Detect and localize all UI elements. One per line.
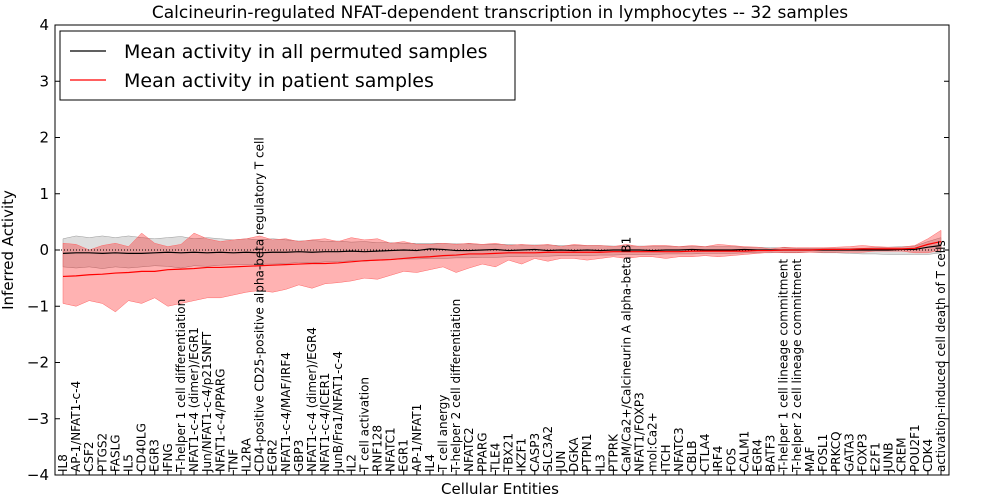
y-tick-label: 1 — [39, 185, 49, 203]
x-tick-label: BATF3 — [764, 435, 778, 472]
x-tick-label: PRKCQ — [829, 431, 843, 472]
x-tick-label: IL2RA — [239, 437, 253, 472]
x-tick-label: CBLB — [685, 440, 699, 472]
y-tick-label: −4 — [27, 466, 49, 484]
x-tick-label: T cell activation — [357, 377, 371, 473]
plot-frame — [54, 24, 950, 476]
x-tick-label: PPARG — [475, 432, 489, 472]
x-tick-label: POU2F1 — [908, 424, 922, 472]
x-tick-label: SLC3A2 — [541, 426, 555, 472]
y-tick-label: 2 — [39, 129, 49, 147]
x-tick-label: FOSL1 — [816, 434, 830, 472]
x-tick-label: E2F1 — [868, 442, 882, 472]
x-tick-label: CASP3 — [528, 433, 542, 472]
x-tick-label: IL3 — [593, 454, 607, 472]
x-tick-label: IL8 — [56, 454, 70, 472]
x-tick-label: EGR3 — [148, 439, 162, 472]
y-tick-label: 3 — [39, 72, 49, 90]
y-tick-label: −3 — [27, 410, 49, 428]
patient-band-area — [62, 229, 942, 313]
x-tick-label: TBX21 — [502, 433, 516, 473]
x-tick-label: NFATC1 — [384, 427, 398, 472]
y-tick-label: 0 — [39, 241, 49, 259]
x-tick-label: NFAT1/FOXP3 — [633, 392, 647, 472]
patient-range-band — [62, 229, 942, 313]
x-tick-label: CD4-positive CD25-positive alpha-beta re… — [253, 137, 267, 472]
x-tick-label: CREM — [895, 437, 909, 472]
x-tick-label: T-helper 2 cell lineage commitment — [790, 259, 804, 473]
x-tick-label: PTPRK — [606, 433, 620, 472]
x-tick-label: NFAT1-c-4/ICER1 — [318, 373, 332, 472]
x-tick-label: TNF — [226, 449, 240, 473]
x-tick-label: T-helper 2 cell differentiation — [449, 299, 463, 473]
x-tick-label: IFNG — [161, 443, 175, 472]
x-tick-label: NFAT1-c-4/PPARG — [213, 368, 227, 472]
x-tick-label: NFAT1-c-4 (dimer)/EGR1 — [187, 327, 201, 472]
y-tick-label: −1 — [27, 297, 49, 315]
x-tick-label: FOXP3 — [855, 433, 869, 472]
chart-title: Calcineurin-regulated NFAT-dependent tra… — [152, 3, 848, 23]
x-tick-label: DGKA — [567, 437, 581, 472]
x-tick-label: IL4 — [423, 454, 437, 472]
x-tick-label: activation-induced cell death of T cells — [934, 240, 948, 472]
x-tick-label: GATA3 — [842, 433, 856, 472]
y-tick-label: −2 — [27, 354, 49, 372]
x-tick-label: T cell anergy — [436, 395, 450, 473]
x-tick-label: EGR4 — [751, 439, 765, 472]
x-tick-label: NFAT1-c-4 (dimer)/EGR4 — [305, 327, 319, 472]
permuted-band-area — [62, 235, 942, 269]
x-tick-label: ITCH — [659, 444, 673, 472]
x-tick-label: T-helper 1 cell differentiation — [174, 299, 188, 473]
x-tick-label: PTPN1 — [580, 434, 594, 472]
patient-mean-line — [62, 240, 942, 278]
x-tick-label: TLE4 — [488, 443, 502, 473]
legend: Mean activity in all permuted samples Me… — [59, 30, 516, 101]
x-tick-label: IL5 — [122, 454, 136, 472]
x-tick-label: mol:Ca2+ — [646, 412, 660, 472]
x-tick-label: MAF — [803, 446, 817, 472]
x-tick-label: IKZF1 — [515, 438, 529, 472]
x-tick-label: JUN — [554, 451, 568, 473]
x-axis-ticks — [62, 470, 942, 475]
x-axis-tick-labels: IL8 AP-1/NFAT1-c-4 CSF2 PTGS2 FASLG IL5 CD40LG… — [56, 137, 948, 473]
series-lines — [62, 240, 942, 278]
x-tick-label: AP-1/NFAT1 — [410, 404, 424, 472]
x-tick-label: CD40LG — [135, 423, 149, 472]
x-tick-label: CDK4 — [921, 439, 935, 472]
x-tick-label: EGR1 — [397, 439, 411, 472]
x-tick-label: T-helper 1 cell lineage commitment — [777, 259, 791, 473]
x-tick-label: NFATC2 — [462, 427, 476, 472]
x-tick-label: JUNB — [882, 442, 896, 473]
x-tick-label: NFAT1-c-4/MAF/IRF4 — [279, 352, 293, 472]
permuted-range-band — [62, 235, 942, 269]
y-axis-ticks: −4 −3 −2 −1 0 1 2 3 4 — [27, 16, 949, 484]
x-tick-label: NFATC3 — [672, 427, 686, 472]
x-tick-label: CALM1 — [737, 431, 751, 472]
x-tick-label: FASLG — [108, 434, 122, 472]
x-tick-label: IRF4 — [711, 446, 725, 472]
x-tick-label: JunB/Fra1/NFAT1-c-4 — [331, 351, 345, 473]
x-tick-label: PTGS2 — [95, 433, 109, 472]
x-axis-label: Cellular Entities — [441, 480, 559, 498]
x-tick-label: CSF2 — [82, 441, 96, 472]
legend-label-patient: Mean activity in patient samples — [124, 70, 434, 92]
x-tick-label: IL2 — [344, 454, 358, 472]
y-axis-label: Inferred Activity — [0, 190, 17, 310]
x-tick-label: Jun/NFAT1-c-4/p21SNFT — [200, 331, 214, 473]
x-tick-label: CaM/Ca2+/Calcineurin A alpha-beta B1 — [619, 237, 633, 472]
x-tick-label: RNF128 — [371, 425, 385, 472]
x-tick-label: EGR2 — [266, 439, 280, 472]
x-tick-label: CTLA4 — [698, 433, 712, 472]
legend-box — [59, 30, 516, 101]
x-tick-label: FOS — [724, 448, 738, 472]
legend-label-permuted: Mean activity in all permuted samples — [124, 41, 487, 63]
y-tick-label: 4 — [39, 16, 49, 34]
x-tick-label: AP-1/NFAT1-c-4 — [69, 381, 83, 472]
x-tick-label: GBP3 — [292, 440, 306, 472]
